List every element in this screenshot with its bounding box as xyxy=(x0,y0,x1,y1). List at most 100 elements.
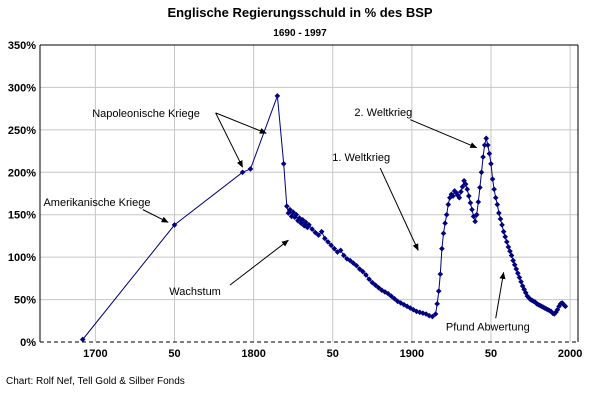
data-point xyxy=(328,242,334,249)
data-point xyxy=(416,309,423,316)
annotations: Napoleonische Kriege Amerikanische Kriege… xyxy=(43,107,529,334)
annotation-arrow xyxy=(215,112,243,168)
y-tick-label: 250% xyxy=(8,125,36,137)
data-point xyxy=(439,245,445,252)
data-point xyxy=(306,222,312,228)
data-point xyxy=(420,310,426,316)
data-point xyxy=(295,217,301,224)
data-point xyxy=(548,308,554,315)
data-point xyxy=(432,311,439,317)
data-point xyxy=(298,220,304,226)
annotation-arrow xyxy=(142,209,169,223)
data-point xyxy=(461,177,467,184)
data-point xyxy=(356,266,363,272)
data-point xyxy=(325,239,331,245)
data-point xyxy=(437,271,444,277)
data-point xyxy=(497,216,504,222)
data-point xyxy=(435,288,442,294)
annotation-label: Napoleonische Kriege xyxy=(92,108,200,120)
gridlines xyxy=(40,44,578,342)
data-point xyxy=(247,166,254,172)
y-tick-label: 100% xyxy=(8,252,36,264)
annotation-label: Wachstum xyxy=(169,286,221,298)
data-point xyxy=(475,199,482,205)
data-point xyxy=(456,194,463,201)
data-point xyxy=(450,193,456,199)
data-point xyxy=(318,228,325,235)
data-point xyxy=(397,300,404,306)
data-point xyxy=(375,284,382,291)
x-axis-labels: 1700 50 1800 50 1900 50 2000 xyxy=(83,348,582,360)
data-point xyxy=(331,245,338,252)
data-point xyxy=(284,203,290,210)
data-point xyxy=(79,336,86,343)
data-point xyxy=(290,209,296,215)
data-point xyxy=(363,272,369,278)
data-point xyxy=(507,248,513,255)
data-point xyxy=(459,183,466,190)
data-point xyxy=(510,257,516,264)
data-point xyxy=(473,211,480,218)
annotation-label: 2. Weltkrieg xyxy=(354,107,412,119)
data-point xyxy=(489,176,496,182)
data-point xyxy=(442,220,448,226)
data-point xyxy=(462,181,469,187)
data-point xyxy=(366,276,372,283)
data-point xyxy=(274,93,281,99)
data-point xyxy=(499,222,505,228)
data-point xyxy=(494,201,501,208)
data-point xyxy=(288,213,295,220)
y-tick-label: 150% xyxy=(8,210,36,222)
data-point xyxy=(347,257,353,264)
data-point xyxy=(280,161,287,167)
x-tick-label: 50 xyxy=(168,348,180,360)
data-point xyxy=(309,226,315,232)
data-point xyxy=(360,268,366,275)
data-point xyxy=(322,235,328,242)
data-point xyxy=(337,247,344,254)
data-point xyxy=(518,278,524,285)
annotation-label: Amerikanische Kriege xyxy=(43,197,150,209)
data-point xyxy=(369,279,376,286)
data-point xyxy=(344,256,350,262)
data-point xyxy=(458,189,464,195)
data-point xyxy=(296,215,303,221)
data-point xyxy=(315,232,322,238)
data-point xyxy=(500,228,507,235)
data-point xyxy=(480,154,486,160)
data-point xyxy=(515,270,521,277)
data-point xyxy=(388,293,395,299)
annotation-arrow xyxy=(215,112,267,134)
data-point xyxy=(434,301,440,307)
data-point xyxy=(291,214,298,221)
data-point xyxy=(353,262,360,269)
y-tick-label: 200% xyxy=(8,167,36,179)
chart-title: Englische Regierungsschuld in % des BSP xyxy=(167,5,433,20)
data-series xyxy=(79,93,569,343)
x-tick-label: 2000 xyxy=(558,348,582,360)
data-point xyxy=(287,206,293,213)
data-point xyxy=(466,193,472,199)
data-point xyxy=(385,290,391,297)
source-caption: Chart: Rolf Nef, Tell Gold & Silber Fond… xyxy=(6,376,185,387)
data-point xyxy=(511,261,518,268)
annotation-arrow xyxy=(410,119,478,149)
data-point xyxy=(443,211,450,218)
data-point xyxy=(447,194,453,201)
data-point xyxy=(469,206,475,213)
data-point xyxy=(478,169,485,176)
data-point xyxy=(516,274,523,281)
y-tick-label: 350% xyxy=(8,40,36,52)
data-point xyxy=(299,217,306,223)
data-point xyxy=(426,312,433,319)
data-point xyxy=(472,218,478,225)
x-tick-label: 50 xyxy=(327,348,339,360)
data-point xyxy=(303,219,309,226)
y-axis-labels: 0% 50% 100% 150% 200% 250% 300% 350% xyxy=(8,40,36,349)
x-tick-label: 1700 xyxy=(83,348,107,360)
data-point xyxy=(508,252,515,259)
data-point xyxy=(503,239,510,245)
data-point xyxy=(239,169,246,176)
